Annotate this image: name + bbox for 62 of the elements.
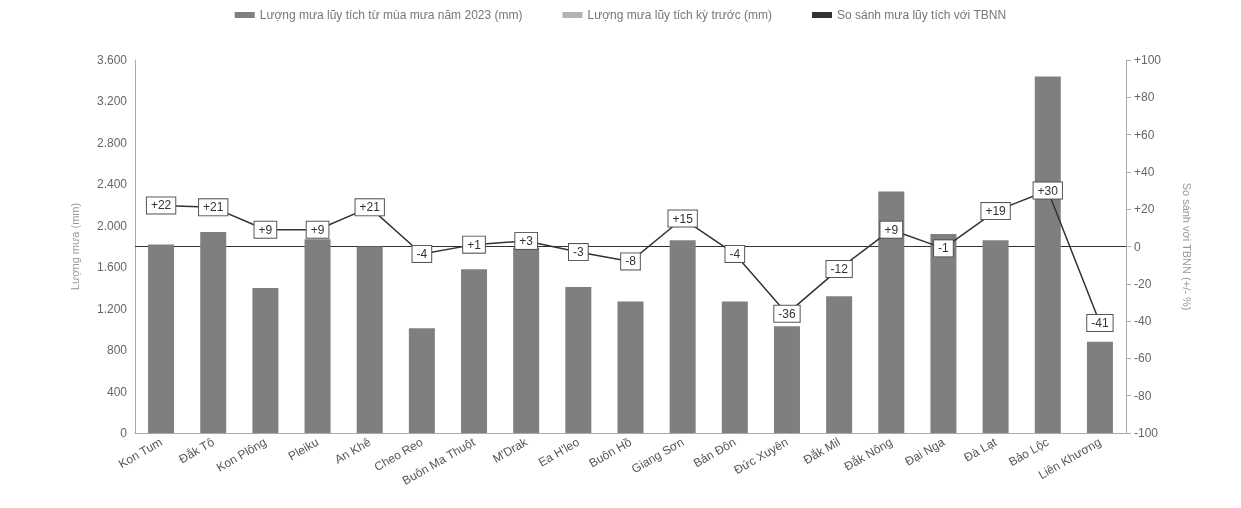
bar [773, 326, 800, 433]
bar [461, 269, 488, 433]
bar [1086, 341, 1113, 433]
bar [878, 191, 905, 433]
bar [617, 301, 644, 433]
bar [721, 301, 748, 433]
x-tick-label: Đắk Nông [841, 434, 895, 474]
y2-tick-label: -60 [1134, 351, 1152, 366]
x-tick-label: Kon Plông [213, 434, 269, 475]
x-tick-label: Đắk Mil [800, 434, 843, 468]
y2-tick-label: 0 [1134, 239, 1141, 254]
y-tick-label: 800 [106, 343, 128, 358]
y2-tick-label: -20 [1134, 276, 1152, 291]
bar [356, 246, 383, 433]
y-tick-label: 2.000 [96, 218, 128, 233]
y2-tick-label: +40 [1134, 164, 1155, 179]
y-tick-label: 400 [106, 384, 128, 399]
y-tick-label: 1.200 [96, 301, 128, 316]
data-label: +9 [258, 222, 273, 237]
y-tick-label: 2.800 [96, 135, 128, 150]
y-tick-label: 1.600 [96, 260, 128, 275]
bar [200, 231, 227, 433]
x-tick-label: Đại Nga [902, 434, 948, 469]
bar [669, 240, 696, 433]
x-tick-label: Đà Lạt [961, 434, 1000, 465]
data-label: -8 [625, 254, 637, 269]
y-axis-title: Lượng mưa (mm) [68, 202, 81, 291]
legend-label: Lượng mưa lũy tích từ mùa mưa năm 2023 (mm) [259, 8, 523, 22]
y2-tick-label: -80 [1134, 388, 1152, 403]
y2-tick-label: -100 [1134, 426, 1159, 440]
bar [408, 328, 435, 433]
data-label: +9 [310, 222, 325, 237]
y2-tick-label: +20 [1134, 202, 1155, 217]
bar [252, 287, 279, 433]
y2-tick-label: -40 [1134, 314, 1152, 329]
data-label: -4 [416, 246, 428, 261]
legend-label: Lượng mưa lũy tích kỳ trước (mm) [587, 8, 772, 22]
y2-tick-label: +100 [1134, 53, 1162, 67]
y2-axis-title: So sánh với TBNN (+/- %) [1180, 182, 1193, 311]
data-label: -1 [938, 241, 950, 256]
y-tick-label: 3.200 [96, 94, 128, 109]
y2-tick-label: +60 [1134, 127, 1155, 142]
bar [148, 244, 175, 433]
bar [982, 240, 1009, 433]
data-label: +1 [467, 237, 482, 252]
data-label: +3 [519, 233, 534, 248]
legend-label: So sánh mưa lũy tích với TBNN [837, 8, 1007, 22]
bar [304, 239, 331, 433]
bar [930, 234, 957, 433]
data-label: -4 [729, 246, 741, 261]
bar [513, 247, 540, 433]
bar [565, 286, 592, 433]
y-tick-label: 2.400 [96, 177, 128, 192]
y-tick-label: 0 [120, 426, 128, 440]
y-tick-label: 3.600 [96, 53, 128, 67]
y2-tick-label: +80 [1134, 90, 1155, 105]
x-tick-label: Ea H'leo [535, 434, 583, 470]
bar [826, 296, 853, 433]
bar [1034, 76, 1061, 433]
x-tick-label: An Khê [332, 434, 374, 467]
data-label: +9 [884, 222, 899, 237]
data-label: -3 [573, 245, 584, 260]
